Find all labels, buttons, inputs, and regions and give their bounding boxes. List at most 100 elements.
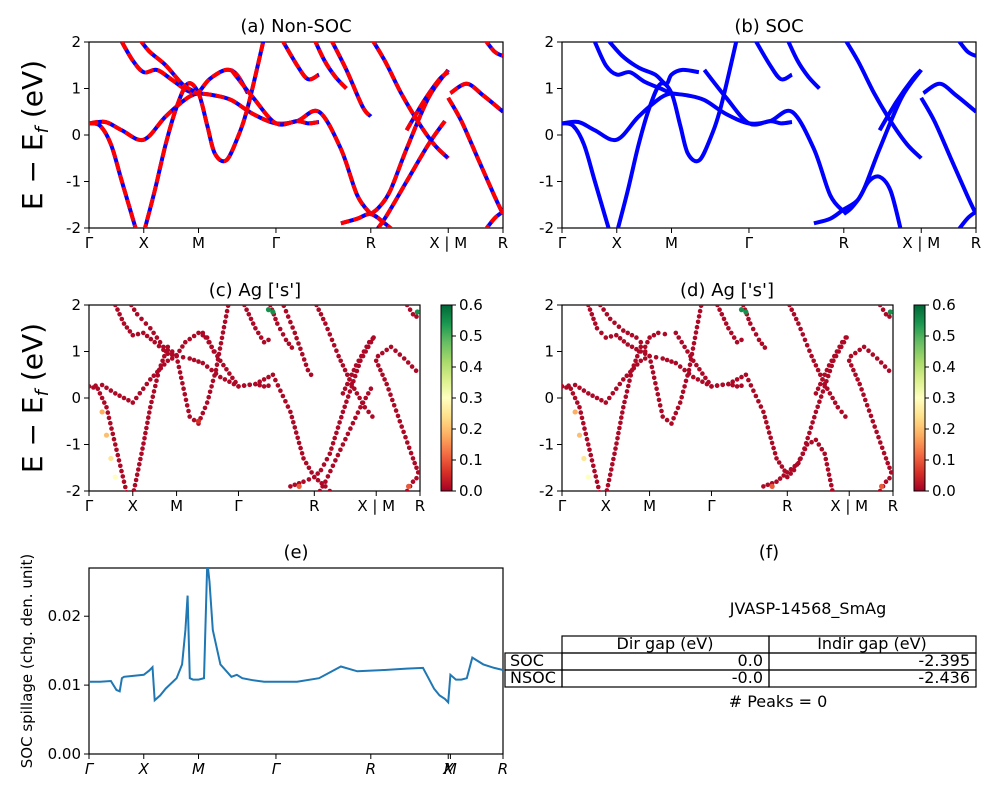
scatter-point: [102, 400, 107, 405]
panel-c-ytick-label: 1: [71, 343, 81, 361]
panel-c-xtick-label: R: [415, 497, 425, 515]
scatter-point: [119, 468, 124, 474]
scatter-point: [876, 434, 881, 440]
panel-c-ytick-label: 0: [71, 389, 81, 407]
scatter-point: [95, 386, 101, 392]
scatter-point: [140, 446, 145, 451]
scatter-point: [289, 345, 295, 350]
scatter-point: [306, 465, 312, 471]
panel-e-xtick-label: Γ: [272, 760, 282, 778]
scatter-point: [359, 353, 364, 359]
scatter-point: [395, 413, 401, 419]
scatter-point: [756, 399, 761, 404]
panel-c-plot: -2 -1 0 1 2 Γ X M Γ R X | M R: [66, 296, 425, 515]
scatter-point: [768, 435, 773, 441]
scatter-point: [870, 419, 876, 424]
scatter-point: [677, 400, 683, 405]
scatter-point: [218, 341, 224, 346]
panel-c-ytick-label: -1: [66, 436, 81, 454]
scatter-point: [577, 385, 582, 391]
panel-f-title: (f): [759, 542, 779, 563]
scatter-point: [621, 339, 627, 344]
row-nsoc-indir: -2.436: [918, 668, 970, 687]
scatter-point: [792, 463, 797, 469]
scatter-point: [177, 370, 183, 375]
scatter-point: [595, 298, 600, 303]
scatter-point-weighted: [572, 409, 578, 415]
scatter-point: [261, 377, 267, 382]
scatter-point: [206, 339, 211, 345]
scatter-point: [403, 434, 408, 440]
scatter-point: [292, 482, 298, 488]
panel-b-ytick-label: 2: [544, 33, 554, 51]
scatter-point: [843, 335, 848, 340]
scatter-point: [589, 458, 595, 463]
scatter-point: [598, 305, 603, 308]
scatter-point: [680, 389, 686, 395]
scatter-point: [816, 442, 822, 447]
scatter-point: [625, 330, 630, 336]
panel-d-plot: -2 -1 0 1 2 Γ X M Γ R X | M R: [539, 296, 898, 515]
panel-d-xtick-label: R: [888, 497, 898, 515]
scatter-point: [714, 383, 720, 388]
scatter-point: [606, 477, 612, 483]
panel-b-xtick-label: Γ: [745, 234, 754, 252]
scatter-point: [810, 420, 815, 425]
panel-a-non-soc: (a) Non-SOC E − Ef (eV) -2 -1 0 1 2 Γ X M Γ R X | …: [16, 16, 508, 252]
scatter-point: [347, 389, 353, 394]
scatter-point: [578, 410, 584, 415]
scatter-point: [748, 383, 754, 388]
scatter-point: [753, 393, 759, 399]
colorbar-tick-label: 0.5: [459, 327, 483, 345]
scatter-point: [683, 378, 689, 384]
scatter-point: [315, 477, 321, 483]
scatter-point: [746, 377, 751, 383]
scatter-point: [323, 479, 328, 485]
scatter-point: [106, 415, 112, 421]
panel-c-title: (c) Ag ['s']: [209, 280, 301, 301]
scatter-point: [340, 442, 346, 447]
scatter-point: [785, 298, 790, 303]
scatter-point: [887, 475, 892, 481]
scatter-point: [581, 420, 586, 426]
scatter-point: [625, 342, 630, 347]
scatter-point: [800, 451, 806, 457]
scatter-point: [827, 477, 833, 483]
scatter-point: [121, 395, 127, 401]
scatter-point: [709, 384, 714, 389]
scatter-point: [121, 479, 127, 485]
panel-e-ytick-label: 0.02: [48, 607, 81, 625]
scatter-point: [366, 409, 371, 415]
scatter-point: [375, 353, 381, 359]
scatter-point: [312, 298, 317, 303]
band-line-overlay: [229, 68, 320, 127]
scatter-point: [99, 395, 105, 401]
panel-c-ylabel: E − Ef (eV): [16, 323, 53, 473]
scatter-point: [415, 470, 420, 475]
scatter-point: [877, 305, 883, 308]
scatter-point: [120, 474, 126, 479]
scatter-point: [338, 447, 343, 453]
scatter-point: [142, 436, 147, 441]
scatter-point: [323, 321, 328, 326]
scatter-point: [224, 367, 229, 372]
scatter-point: [691, 358, 696, 364]
scatter-point: [811, 358, 816, 364]
scatter-point: [863, 397, 868, 403]
panel-b-xtick-label: X | M: [902, 234, 940, 252]
scatter-point: [624, 373, 630, 379]
scatter-point: [594, 395, 600, 401]
scatter-point: [137, 391, 143, 396]
scatter-point: [813, 437, 819, 443]
band-line: [844, 42, 923, 160]
scatter-point: [605, 482, 611, 488]
scatter-point: [413, 368, 419, 374]
scatter-point: [872, 424, 877, 429]
scatter-point: [89, 384, 92, 389]
scatter-point: [191, 333, 197, 339]
scatter-point-weighted: [414, 309, 420, 315]
scatter-point-weighted: [887, 309, 893, 315]
scatter-point: [720, 382, 725, 388]
scatter-point: [746, 316, 751, 322]
band-line: [593, 42, 846, 214]
